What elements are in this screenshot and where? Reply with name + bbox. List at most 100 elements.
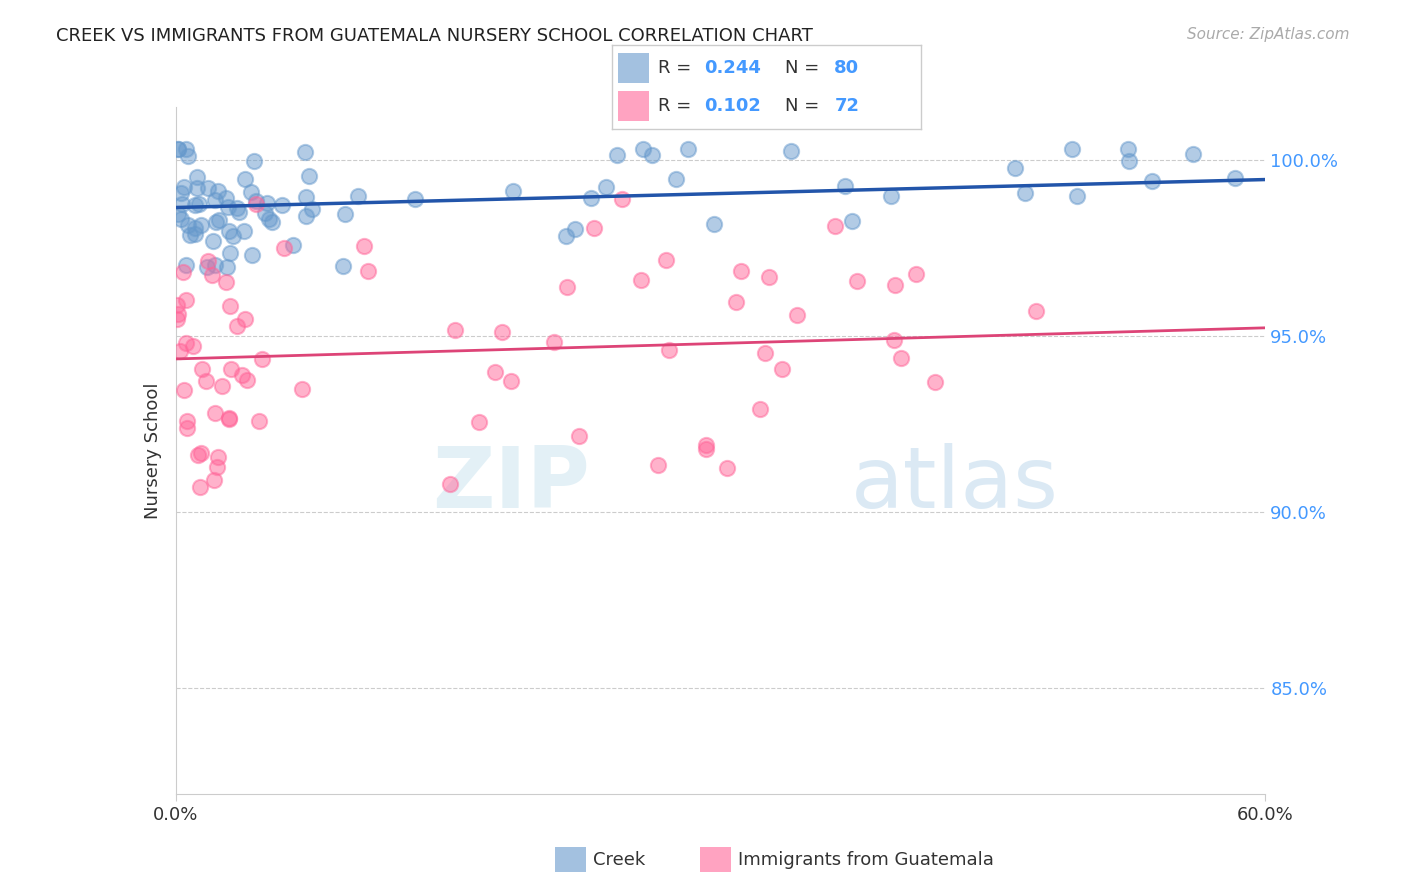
Point [564,222,586,236]
Point [444,323,467,337]
Point [181,339,204,353]
Point [298,169,321,183]
Point [294,190,316,204]
Point [204,258,226,272]
Point [240,248,263,262]
Point [568,429,591,443]
Point [1116,142,1139,156]
Point [270,197,292,211]
Point [256,196,278,211]
Point [754,345,776,359]
Point [924,375,946,389]
Point [176,414,198,428]
Point [595,179,617,194]
Point [1066,188,1088,202]
Point [167,142,190,156]
Point [658,343,681,357]
Point [190,219,212,233]
Point [606,148,628,162]
Point [245,196,267,211]
Point [218,224,240,238]
Point [880,189,903,203]
Point [207,184,229,198]
Point [176,420,198,434]
Point [186,169,208,184]
Point [841,214,863,228]
Point [211,379,233,393]
Point [167,308,190,322]
Point [730,264,752,278]
Point [905,267,928,281]
Text: R =: R = [658,96,697,114]
Point [177,149,200,163]
Point [235,373,257,387]
Point [1014,186,1036,201]
Point [301,202,323,216]
Point [724,295,747,310]
Point [235,171,257,186]
Point [439,476,461,491]
Point [222,229,245,244]
Point [582,221,605,235]
Point [173,383,195,397]
Point [543,334,565,349]
Point [333,207,356,221]
Point [176,293,198,308]
Point [295,209,318,223]
Text: CREEK VS IMMIGRANTS FROM GUATEMALA NURSERY SCHOOL CORRELATION CHART: CREEK VS IMMIGRANTS FROM GUATEMALA NURSE… [56,27,813,45]
Text: 0.102: 0.102 [704,96,761,114]
Point [205,460,228,475]
Point [281,238,304,252]
Point [579,191,602,205]
Point [218,411,240,425]
Point [233,224,256,238]
Bar [617,54,648,83]
Point [174,258,197,272]
Point [716,461,738,475]
Text: N =: N = [785,96,825,114]
Point [242,153,264,168]
Point [205,215,228,229]
Point [215,276,238,290]
Point [166,142,188,156]
Text: atlas: atlas [852,443,1059,526]
Point [197,254,219,268]
Bar [617,91,648,120]
Point [695,442,717,457]
Point [215,190,238,204]
Point [502,184,524,198]
Point [184,221,207,235]
Point [228,205,250,219]
Point [184,227,207,241]
Text: ZIP: ZIP [432,443,591,526]
Point [174,336,197,351]
Point [484,365,506,379]
Point [166,312,188,326]
Point [665,172,688,186]
Point [233,312,256,326]
Point [468,415,491,429]
Point [253,206,276,220]
Point [633,142,655,156]
Point [173,179,195,194]
Point [630,272,652,286]
Point [273,242,295,256]
Point [294,145,316,159]
Point [245,194,267,208]
Point [890,351,912,366]
Point [202,474,225,488]
Point [1004,161,1026,176]
Point [194,374,217,388]
Point [676,142,699,156]
Point [260,215,283,229]
Text: 72: 72 [834,96,859,114]
Point [1181,147,1204,161]
Text: Creek: Creek [593,851,645,869]
Point [555,228,578,243]
Point [195,260,218,274]
Point [404,192,426,206]
Point [172,197,194,211]
Point [257,211,280,226]
Point [166,298,188,312]
Point [703,217,725,231]
